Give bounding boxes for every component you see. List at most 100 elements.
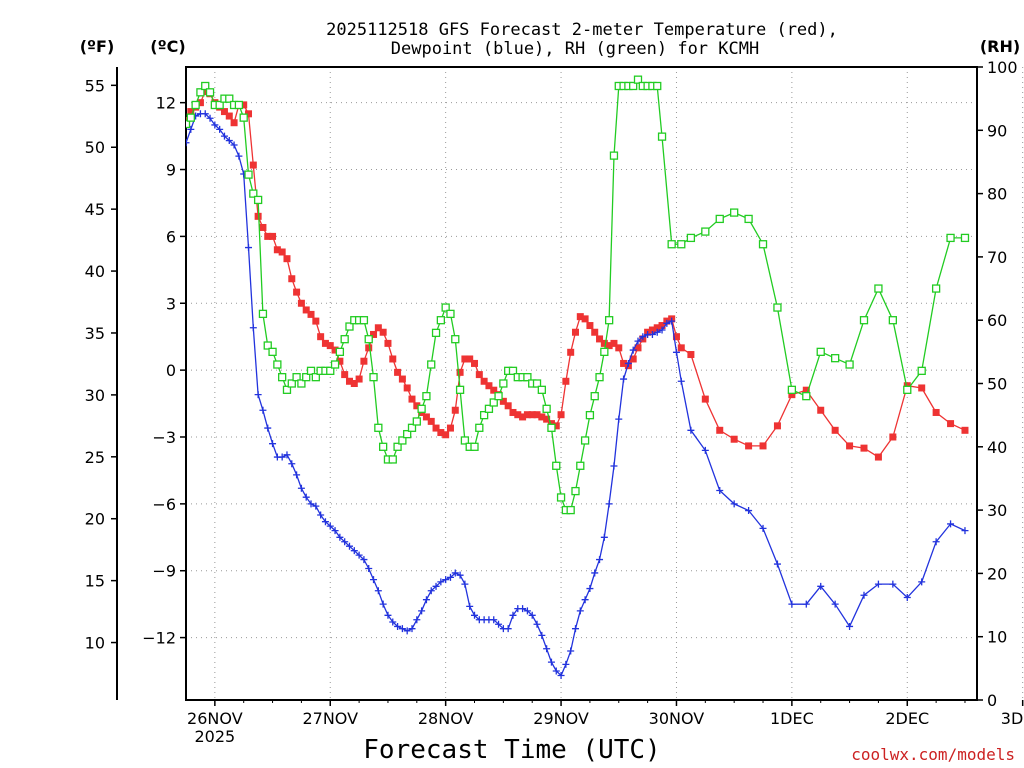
- dewpoint-point: [629, 346, 637, 354]
- dewpoint-point: [288, 460, 296, 468]
- rh-point: [532, 379, 542, 388]
- rh-point: [595, 373, 604, 382]
- temperature-point: [620, 359, 628, 367]
- temperature-point: [283, 255, 291, 263]
- dewpoint-point: [634, 337, 642, 345]
- c-tick-label: 9: [166, 161, 176, 180]
- dewpoint-point: [586, 585, 594, 593]
- series-temperature: [186, 88, 969, 461]
- rh-point: [888, 316, 898, 325]
- temperature-point: [365, 344, 373, 352]
- temperature-point: [485, 382, 493, 390]
- rh-point: [547, 423, 556, 432]
- dewpoint-point: [576, 607, 584, 615]
- dewpoint-point: [687, 426, 695, 434]
- rh-tick-label: 60: [987, 311, 1007, 330]
- rh-point: [653, 81, 662, 91]
- rh-point: [816, 347, 825, 357]
- rh-point: [580, 436, 590, 445]
- dewpoint-point: [932, 538, 940, 546]
- rh-point: [542, 404, 551, 413]
- f-tick-label: 40: [85, 262, 105, 281]
- temperature-point: [437, 429, 445, 437]
- dewpoint-point: [860, 591, 868, 599]
- temperature-point: [788, 391, 796, 399]
- dewpoint-point: [422, 596, 430, 604]
- dewpoint-point: [759, 524, 767, 532]
- temperature-point: [519, 413, 527, 421]
- dewpoint-point: [336, 533, 344, 541]
- dewpoint-point: [653, 328, 661, 336]
- rh-point: [903, 385, 912, 394]
- dewpoint-point: [321, 518, 329, 526]
- rh-point: [427, 360, 436, 369]
- temperature-point: [413, 402, 421, 410]
- temperature-point: [297, 299, 305, 307]
- dewpoint-point: [220, 132, 228, 140]
- temperature-point: [398, 375, 406, 383]
- rh-point: [633, 75, 643, 84]
- rh-point: [552, 461, 561, 470]
- dewpoint-point: [610, 462, 618, 470]
- rh-point: [508, 366, 518, 375]
- dewpoint-point: [802, 600, 810, 608]
- x-axis-title: Forecast Time (UTC): [363, 735, 660, 765]
- c-tick-label: −3: [152, 428, 176, 447]
- rh-point: [282, 385, 292, 394]
- dewpoint-point: [745, 507, 753, 515]
- temperature-point: [442, 431, 450, 439]
- dewpoint-point: [639, 333, 647, 341]
- dewpoint-point: [370, 576, 378, 584]
- temperature-point: [528, 411, 536, 419]
- dewpoint-point: [788, 600, 796, 608]
- rh-point: [369, 373, 378, 382]
- f-tick-label: 30: [85, 386, 105, 405]
- dewpoint-point: [581, 596, 589, 604]
- rh-point: [292, 373, 301, 382]
- dewpoint-point: [538, 631, 546, 639]
- rh-point: [874, 284, 883, 293]
- dewpoint-point: [331, 527, 339, 535]
- temperature-point: [677, 344, 685, 352]
- rh-tick-label: 100: [987, 58, 1018, 77]
- dewpoint-point: [297, 484, 305, 492]
- dewpoint-point: [427, 587, 435, 595]
- dewpoint-point: [490, 616, 498, 624]
- dewpoint-point: [230, 141, 238, 149]
- dewpoint-point: [249, 324, 257, 332]
- rh-point: [489, 398, 498, 407]
- rh-point: [374, 423, 383, 432]
- temperature-point: [370, 330, 378, 338]
- rh-point: [576, 461, 585, 470]
- rh-point: [523, 373, 532, 382]
- rh-point: [960, 233, 970, 243]
- rh-point: [359, 316, 369, 325]
- dewpoint-point: [408, 625, 416, 633]
- temperature-point: [259, 223, 267, 231]
- rh-unit-label: (RH): [980, 37, 1020, 56]
- rh-point: [773, 303, 782, 312]
- f-tick-label: 50: [85, 138, 105, 157]
- x-tick-sublabel: 2025: [194, 727, 235, 746]
- rh-point: [787, 385, 797, 394]
- dewpoint-point: [600, 533, 608, 541]
- temperature-point: [932, 408, 940, 416]
- c-tick-label: 6: [166, 227, 176, 246]
- temperature-point: [547, 420, 555, 428]
- rh-point: [326, 366, 335, 375]
- rh-point: [417, 404, 426, 413]
- temperature-point: [230, 119, 238, 127]
- x-tick-label: 2DEC: [885, 709, 929, 728]
- rh-point: [479, 410, 489, 420]
- dewpoint-point: [461, 580, 469, 588]
- temperature-point: [254, 212, 262, 220]
- temperature-point: [187, 108, 195, 116]
- rh-point: [186, 113, 195, 122]
- rh-point: [431, 328, 441, 338]
- celsius-unit-label: (ºC): [150, 37, 185, 56]
- rh-point: [249, 189, 258, 198]
- c-tick-label: 12: [156, 94, 176, 113]
- temperature-point: [596, 335, 604, 343]
- dewpoint-point: [437, 578, 445, 586]
